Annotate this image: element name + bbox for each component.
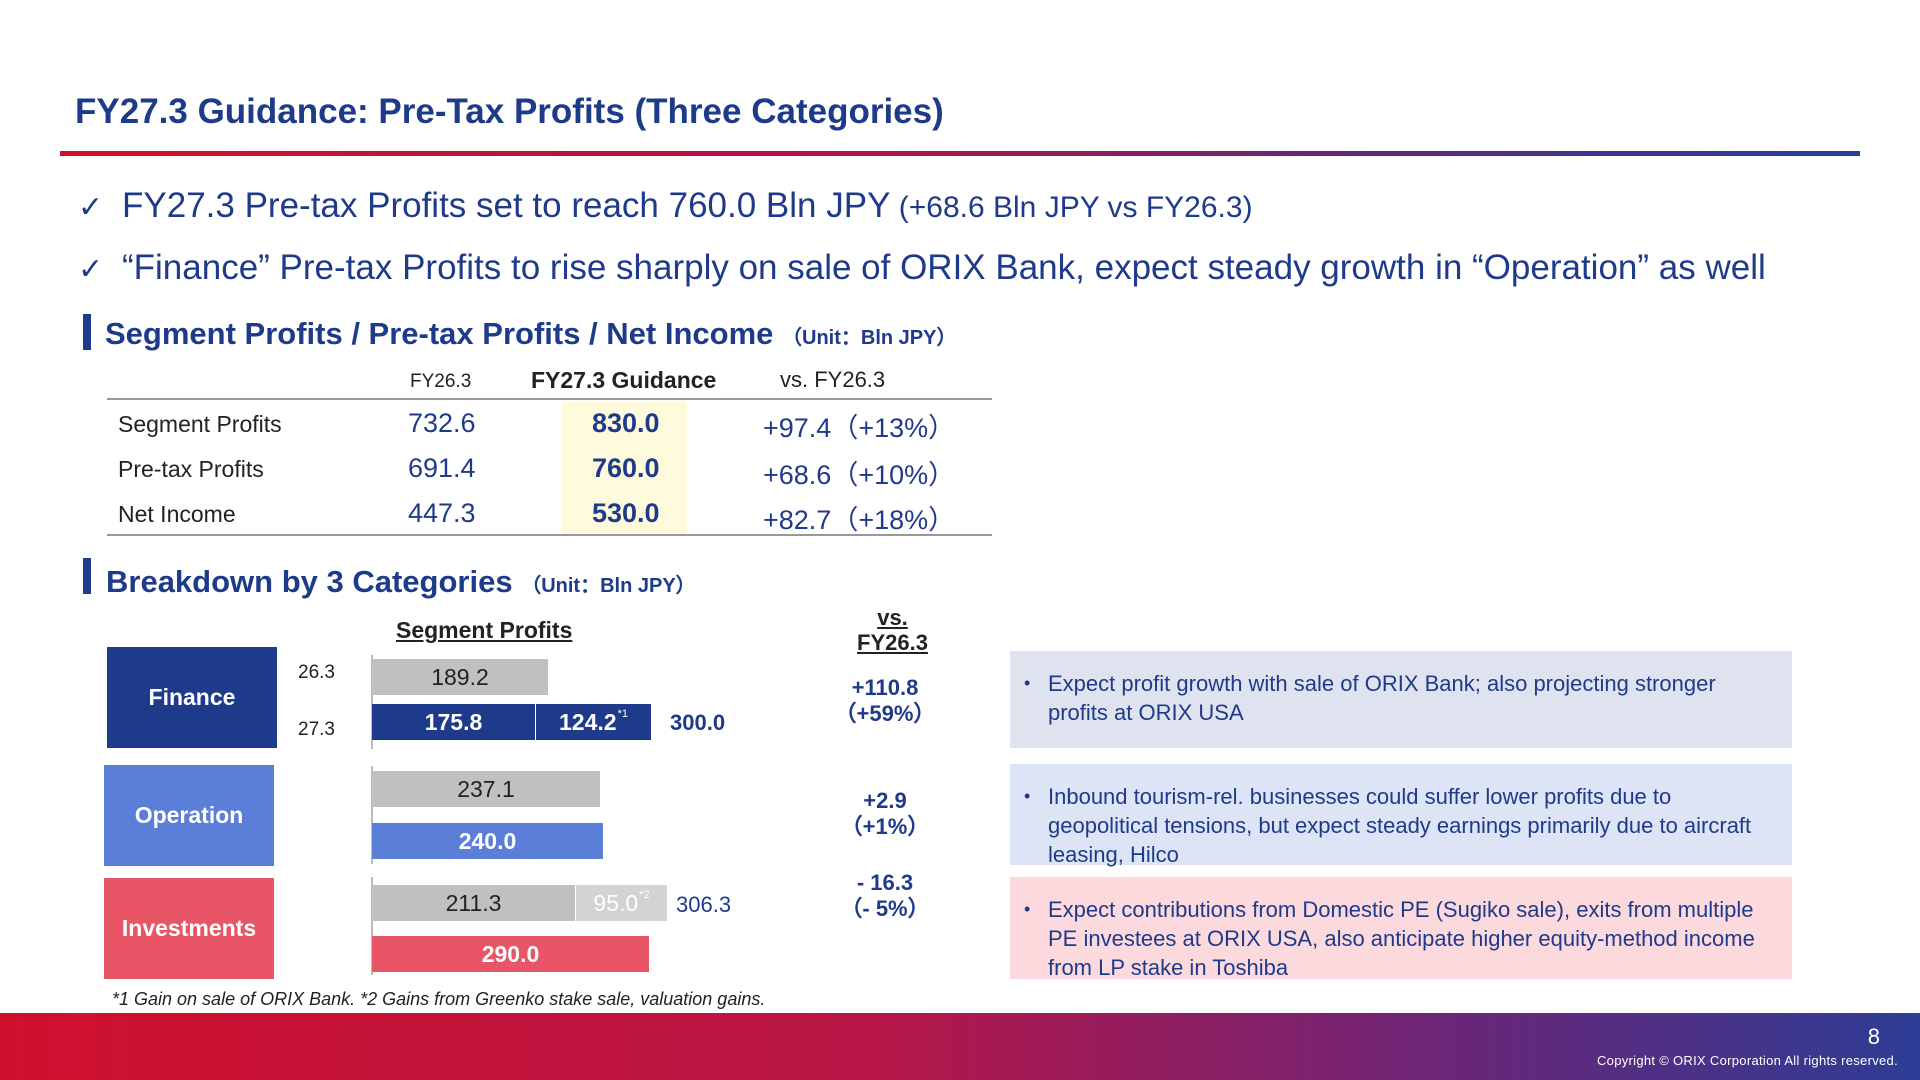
net-income-diff: +82.7（+18%） bbox=[763, 498, 955, 537]
investments-note: • Expect contributions from Domestic PE … bbox=[1010, 877, 1792, 980]
category-finance: Finance bbox=[107, 647, 277, 748]
headline-bullet-1-sub: (+68.6 Bln JPY vs FY26.3) bbox=[890, 191, 1253, 224]
net-income-fy26: 447.3 bbox=[408, 498, 476, 528]
finance-fy26-value: 189.2 bbox=[431, 663, 489, 690]
bar-axis bbox=[371, 877, 373, 975]
bullet-dot: • bbox=[1024, 899, 1031, 919]
investments-vs-diff: - 16.3 bbox=[856, 870, 914, 895]
col-header-fy27-guidance: FY27.3 Guidance bbox=[531, 367, 717, 393]
operation-fy27-value: 240.0 bbox=[458, 827, 517, 854]
investments-fy27-value: 290.0 bbox=[481, 940, 540, 967]
footer-band bbox=[0, 1013, 1920, 1080]
headline-bullet-1: ✓ FY27.3 Pre-tax Profits set to reach 760… bbox=[78, 186, 1253, 226]
investments-vs: - 16.3 （- 5%） bbox=[830, 870, 940, 922]
vs-header-line2: FY26.3 bbox=[857, 630, 928, 655]
vs-header-line1: vs. bbox=[877, 605, 908, 630]
finance-fy26-bar: 189.2 bbox=[372, 659, 548, 695]
operation-note-text: Inbound tourism-rel. businesses could su… bbox=[1048, 784, 1752, 867]
operation-fy26-bar: 237.1 bbox=[372, 771, 600, 807]
guidance-column-highlight bbox=[562, 401, 687, 535]
finance-fy27-gain-bar: 124.2 *1 bbox=[536, 704, 651, 740]
check-icon: ✓ bbox=[78, 253, 104, 286]
bullet-dot: • bbox=[1024, 673, 1031, 693]
row-label-net-income: Net Income bbox=[118, 501, 236, 527]
footnote-ref-1: *1 bbox=[617, 708, 628, 720]
finance-vs-pct: （+59%） bbox=[834, 701, 936, 726]
breakdown-heading: Breakdown by 3 Categories （Unit：Bln JPY） bbox=[106, 564, 696, 600]
headline-bullet-1-main: FY27.3 Pre-tax Profits set to reach 760.… bbox=[122, 186, 891, 225]
slide-title: FY27.3 Guidance: Pre-Tax Profits (Three … bbox=[75, 92, 944, 131]
finance-note: • Expect profit growth with sale of ORIX… bbox=[1010, 651, 1792, 748]
segment-profits-header: Segment Profits bbox=[396, 617, 573, 643]
net-income-diff-pct: （+18%） bbox=[831, 505, 956, 535]
segment-profits-diff: +97.4（+13%） bbox=[763, 406, 955, 445]
bar-axis bbox=[371, 766, 373, 864]
finance-vs: +110.8 （+59%） bbox=[830, 675, 940, 727]
segment-profits-diff-pct: （+13%） bbox=[831, 413, 956, 443]
operation-vs-diff: +2.9 bbox=[863, 788, 907, 813]
net-income-fy27: 530.0 bbox=[592, 498, 660, 528]
segment-profits-diff-value: +97.4 bbox=[763, 413, 832, 443]
pretax-profits-diff-value: +68.6 bbox=[763, 460, 832, 490]
investments-fy26-total: 306.3 bbox=[676, 892, 732, 917]
breakdown-unit: （Unit：Bln JPY） bbox=[521, 575, 696, 597]
investments-vs-pct: （- 5%） bbox=[840, 896, 930, 921]
year-label-27-3: 27.3 bbox=[298, 719, 335, 740]
finance-vs-diff: +110.8 bbox=[851, 675, 919, 700]
table-top-rule bbox=[107, 398, 992, 400]
investments-note-text: Expect contributions from Domestic PE (S… bbox=[1048, 897, 1755, 980]
page-number: 8 bbox=[1867, 1024, 1880, 1049]
operation-vs-pct: （+1%） bbox=[840, 814, 930, 839]
vs-fy26-header: vs. FY26.3 bbox=[850, 605, 935, 655]
net-income-diff-value: +82.7 bbox=[763, 505, 832, 535]
breakdown-heading-text: Breakdown by 3 Categories bbox=[106, 564, 513, 599]
footnote: *1 Gain on sale of ORIX Bank. *2 Gains f… bbox=[112, 989, 766, 1009]
summary-heading-text: Segment Profits / Pre-tax Profits / Net … bbox=[105, 316, 774, 351]
section-marker bbox=[83, 314, 91, 350]
pretax-profits-diff-pct: （+10%） bbox=[831, 460, 956, 490]
investments-fy26-gain-bar: 95.0 *2 bbox=[576, 885, 667, 921]
bullet-dot: • bbox=[1024, 786, 1031, 806]
finance-fy27-gain-value: 124.2 bbox=[559, 708, 617, 735]
row-label-pretax-profits: Pre-tax Profits bbox=[118, 456, 264, 482]
summary-unit: （Unit：Bln JPY） bbox=[782, 327, 957, 349]
footnote-ref-2: *2 bbox=[639, 889, 650, 901]
investments-fy26-gain-value: 95.0 bbox=[593, 889, 639, 916]
finance-fy27-base-bar: 175.8 bbox=[372, 704, 535, 740]
operation-fy27-bar: 240.0 bbox=[372, 823, 603, 859]
col-header-fy26: FY26.3 bbox=[410, 371, 472, 392]
operation-note: • Inbound tourism-rel. businesses could … bbox=[1010, 764, 1792, 867]
segment-profits-fy26: 732.6 bbox=[408, 408, 476, 438]
operation-vs: +2.9 （+1%） bbox=[830, 788, 940, 840]
col-header-vs-fy26: vs. FY26.3 bbox=[780, 367, 886, 392]
category-investments: Investments bbox=[104, 878, 274, 979]
finance-fy27-total: 300.0 bbox=[670, 710, 726, 735]
title-divider bbox=[60, 151, 1860, 156]
row-label-segment-profits: Segment Profits bbox=[118, 411, 282, 437]
investments-fy27-bar: 290.0 bbox=[372, 936, 649, 972]
section-marker bbox=[83, 558, 91, 594]
category-operation: Operation bbox=[104, 765, 274, 866]
segment-profits-fy27: 830.0 bbox=[592, 408, 660, 438]
finance-note-text: Expect profit growth with sale of ORIX B… bbox=[1048, 671, 1716, 725]
investments-fy26-base-value: 211.3 bbox=[445, 889, 502, 916]
year-label-26-3: 26.3 bbox=[298, 662, 335, 683]
copyright-notice: Copyright © ORIX Corporation All rights … bbox=[1596, 1053, 1898, 1068]
headline-bullet-2: ✓ “Finance” Pre-tax Profits to rise sharp… bbox=[78, 248, 1766, 288]
operation-fy26-value: 237.1 bbox=[457, 775, 515, 802]
headline-bullet-2-main: “Finance” Pre-tax Profits to rise sharpl… bbox=[122, 248, 1766, 287]
check-icon: ✓ bbox=[78, 191, 104, 224]
bar-axis bbox=[371, 655, 373, 749]
summary-heading: Segment Profits / Pre-tax Profits / Net … bbox=[105, 316, 956, 352]
table-bottom-rule bbox=[107, 534, 992, 536]
investments-fy26-base-bar: 211.3 bbox=[372, 885, 575, 921]
finance-fy27-base-value: 175.8 bbox=[424, 708, 483, 735]
pretax-profits-diff: +68.6（+10%） bbox=[763, 453, 955, 492]
pretax-profits-fy26: 691.4 bbox=[408, 453, 476, 483]
pretax-profits-fy27: 760.0 bbox=[592, 453, 660, 483]
